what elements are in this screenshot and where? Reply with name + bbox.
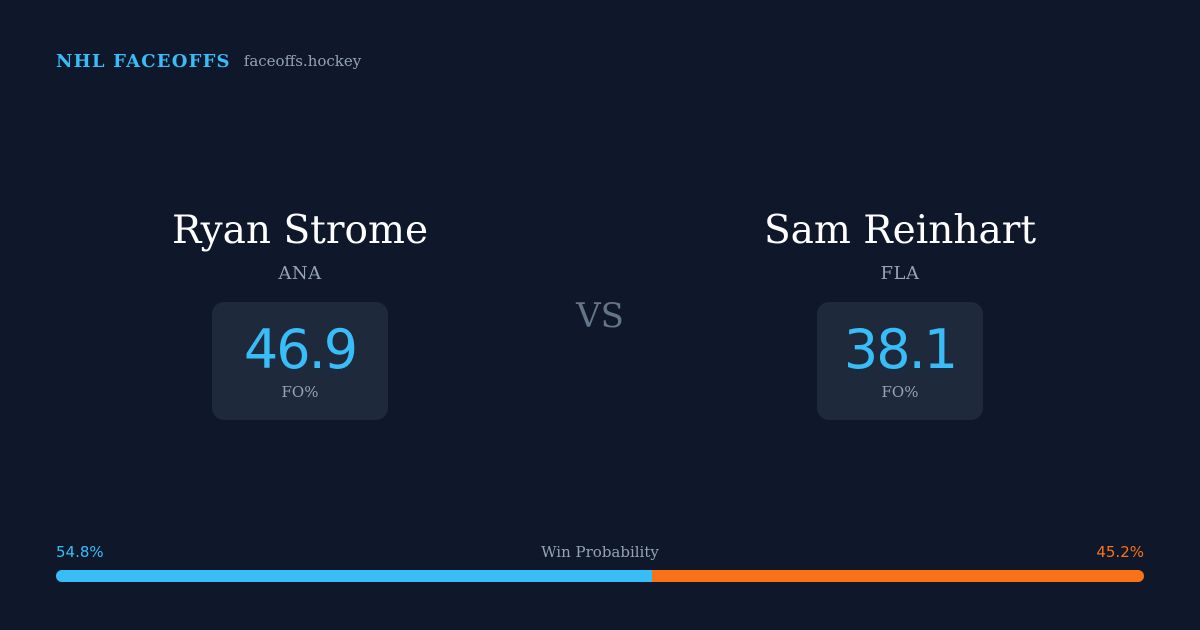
player-right-name: Sam Reinhart — [763, 208, 1037, 253]
win-probability-left-label: 54.8% — [56, 543, 104, 561]
brand-name[interactable]: NHL FACEOFFS — [56, 50, 231, 72]
player-right-team: FLA — [880, 263, 920, 284]
player-left-team: ANA — [278, 263, 322, 284]
win-probability-bar-left — [56, 570, 653, 582]
brand-header: NHL FACEOFFS faceoffs.hockey — [56, 48, 361, 74]
player-left-stat-card: 46.9 FO% — [212, 302, 388, 420]
win-probability-title: Win Probability — [541, 543, 659, 561]
player-right-fo-value: 38.1 — [843, 318, 958, 381]
player-left-fo-label: FO% — [281, 383, 319, 401]
player-right-stat-card: 38.1 FO% — [817, 302, 983, 420]
win-probability-bar-right — [652, 570, 1144, 582]
brand-domain[interactable]: faceoffs.hockey — [243, 52, 362, 70]
player-right-fo-label: FO% — [881, 383, 919, 401]
player-left-name: Ryan Strome — [171, 208, 429, 253]
player-left: Ryan Strome ANA — [60, 205, 540, 286]
player-left-fo-value: 46.9 — [243, 318, 358, 381]
player-right: Sam Reinhart FLA — [660, 205, 1140, 286]
win-probability-right-label: 45.2% — [1096, 543, 1144, 561]
vs-label: VS — [576, 296, 624, 336]
win-probability-bar — [56, 570, 1144, 582]
